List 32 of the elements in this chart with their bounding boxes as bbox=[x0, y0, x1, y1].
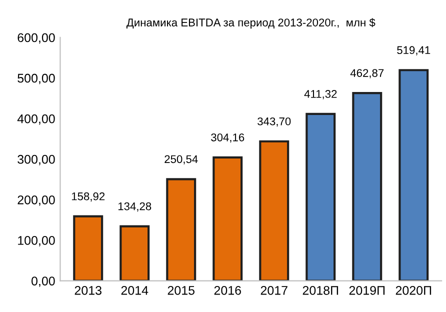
data-label: 519,41 bbox=[397, 46, 430, 56]
x-tick-label: 2018П bbox=[302, 286, 338, 295]
data-label: 462,87 bbox=[350, 69, 384, 78]
y-tick-label: 200,00 bbox=[18, 195, 55, 206]
bar bbox=[259, 140, 290, 281]
chart-title: Динамика EBITDA за период 2013-2020г., млн $ bbox=[126, 18, 376, 29]
data-label: 304,16 bbox=[211, 133, 244, 143]
data-label: 411,32 bbox=[304, 90, 337, 100]
x-tick-label: 2014 bbox=[121, 286, 148, 295]
data-label: 134,28 bbox=[118, 202, 152, 212]
data-label: 158,92 bbox=[72, 192, 105, 202]
bar bbox=[120, 225, 150, 281]
x-tick-label: 2020П bbox=[396, 286, 432, 295]
bar bbox=[212, 156, 243, 281]
y-tick-label: 500,00 bbox=[18, 74, 55, 84]
y-tick-label: 600,00 bbox=[18, 33, 55, 44]
y-tick-label: 0,00 bbox=[32, 276, 55, 287]
bar bbox=[166, 178, 196, 281]
bar bbox=[398, 69, 429, 281]
y-tick-label: 300,00 bbox=[18, 154, 55, 166]
x-tick-label: 2016 bbox=[214, 286, 241, 295]
bar bbox=[352, 92, 382, 281]
y-tick-label: 400,00 bbox=[17, 114, 55, 125]
bar bbox=[73, 215, 104, 281]
x-tick-label: 2019П bbox=[349, 286, 385, 295]
bar bbox=[306, 112, 336, 281]
data-label: 250,54 bbox=[164, 155, 198, 164]
x-tick-label: 2017 bbox=[260, 286, 288, 295]
data-label: 343,70 bbox=[258, 117, 291, 127]
x-tick-label: 2013 bbox=[74, 286, 102, 295]
x-tick-label: 2015 bbox=[168, 286, 194, 295]
y-tick-label: 100,00 bbox=[18, 236, 55, 246]
